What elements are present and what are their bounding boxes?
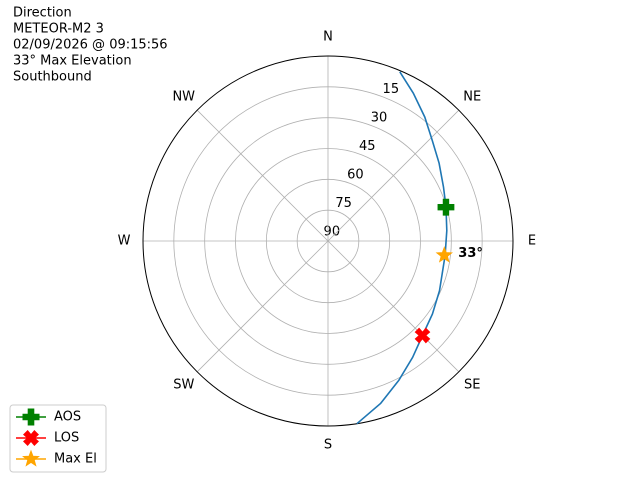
theta-tick-label: SE — [464, 378, 480, 393]
grid-spoke — [196, 240, 329, 373]
theta-tick-label: E — [528, 234, 536, 249]
title-line: Southbound — [13, 70, 92, 85]
pass-track — [356, 71, 448, 425]
r-tick-label: 45 — [359, 139, 376, 154]
legend: AOS LOS Max El — [9, 404, 107, 473]
legend-marker — [23, 430, 39, 446]
marker-plus — [437, 198, 455, 216]
r-tick-label: 75 — [335, 196, 352, 211]
title-line: METEOR-M2 3 — [13, 22, 104, 37]
legend-label: LOS — [54, 431, 79, 446]
theta-tick-label: S — [324, 438, 332, 453]
r-tick-label: 30 — [371, 110, 388, 125]
theta-tick-label: SW — [173, 378, 194, 393]
theta-tick-label: N — [323, 30, 333, 45]
legend-label: Max El — [54, 452, 97, 467]
legend-label: AOS — [54, 410, 81, 425]
legend-marker — [22, 449, 40, 467]
theta-tick-label: W — [118, 234, 131, 249]
grid-spoke — [327, 240, 460, 373]
title-line: 02/09/2026 @ 09:15:56 — [13, 38, 168, 53]
grid-spoke — [327, 109, 460, 242]
marker-x — [414, 327, 431, 344]
r-tick-label: 15 — [383, 82, 400, 97]
outer-frame — [142, 55, 514, 427]
grid-spoke — [196, 109, 329, 242]
marker-star — [435, 246, 453, 263]
title-line: Direction — [13, 6, 72, 21]
legend-marker — [22, 408, 40, 426]
theta-tick-label: NE — [463, 89, 481, 104]
title-line: 33° Max Elevation — [13, 54, 132, 69]
r-tick-label: 60 — [347, 167, 364, 182]
value-label: 33° — [458, 246, 483, 261]
theta-tick-label: NW — [172, 89, 195, 104]
